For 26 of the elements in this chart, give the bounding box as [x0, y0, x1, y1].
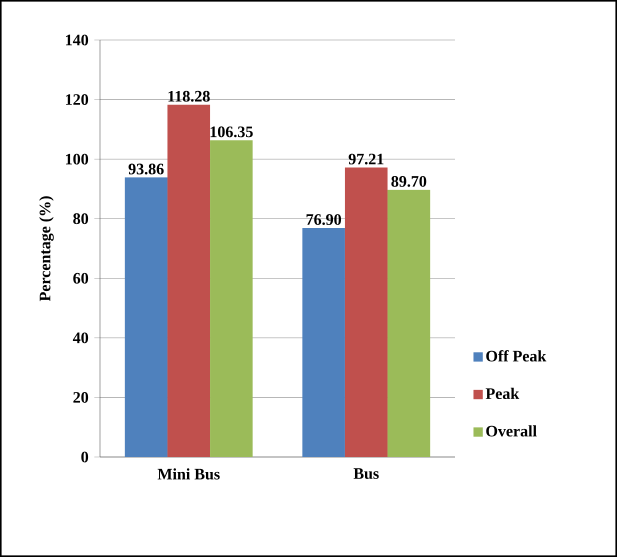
y-axis-title: Percentage (%)	[39, 196, 54, 302]
x-tick-label: Mini Bus	[158, 468, 220, 480]
y-tick-label: 80	[73, 213, 88, 224]
x-tick-label: Bus	[354, 468, 379, 479]
y-tick-label: 60	[73, 272, 88, 284]
legend-label: Overall	[486, 425, 537, 437]
bar	[210, 140, 253, 457]
y-tick-label: 140	[66, 34, 88, 46]
data-label: 97.21	[348, 154, 384, 165]
y-tick-label: 20	[73, 392, 88, 403]
bar	[344, 167, 388, 457]
data-label: 93.86	[128, 164, 164, 174]
y-tick-label: 120	[66, 94, 88, 105]
legend-label: Off Peak	[486, 350, 546, 362]
data-label: 118.28	[168, 90, 210, 102]
data-label: 76.90	[306, 214, 342, 226]
data-label: 106.35	[210, 126, 253, 138]
y-tick-label: 100	[66, 154, 88, 165]
bar	[388, 190, 430, 457]
bar	[302, 228, 345, 457]
data-label: 89.70	[391, 176, 426, 187]
y-tick-label: 40	[72, 332, 88, 344]
bar	[167, 104, 210, 457]
y-tick-label: 0	[81, 452, 88, 462]
bar	[124, 177, 168, 457]
legend-label: Peak	[486, 388, 520, 400]
